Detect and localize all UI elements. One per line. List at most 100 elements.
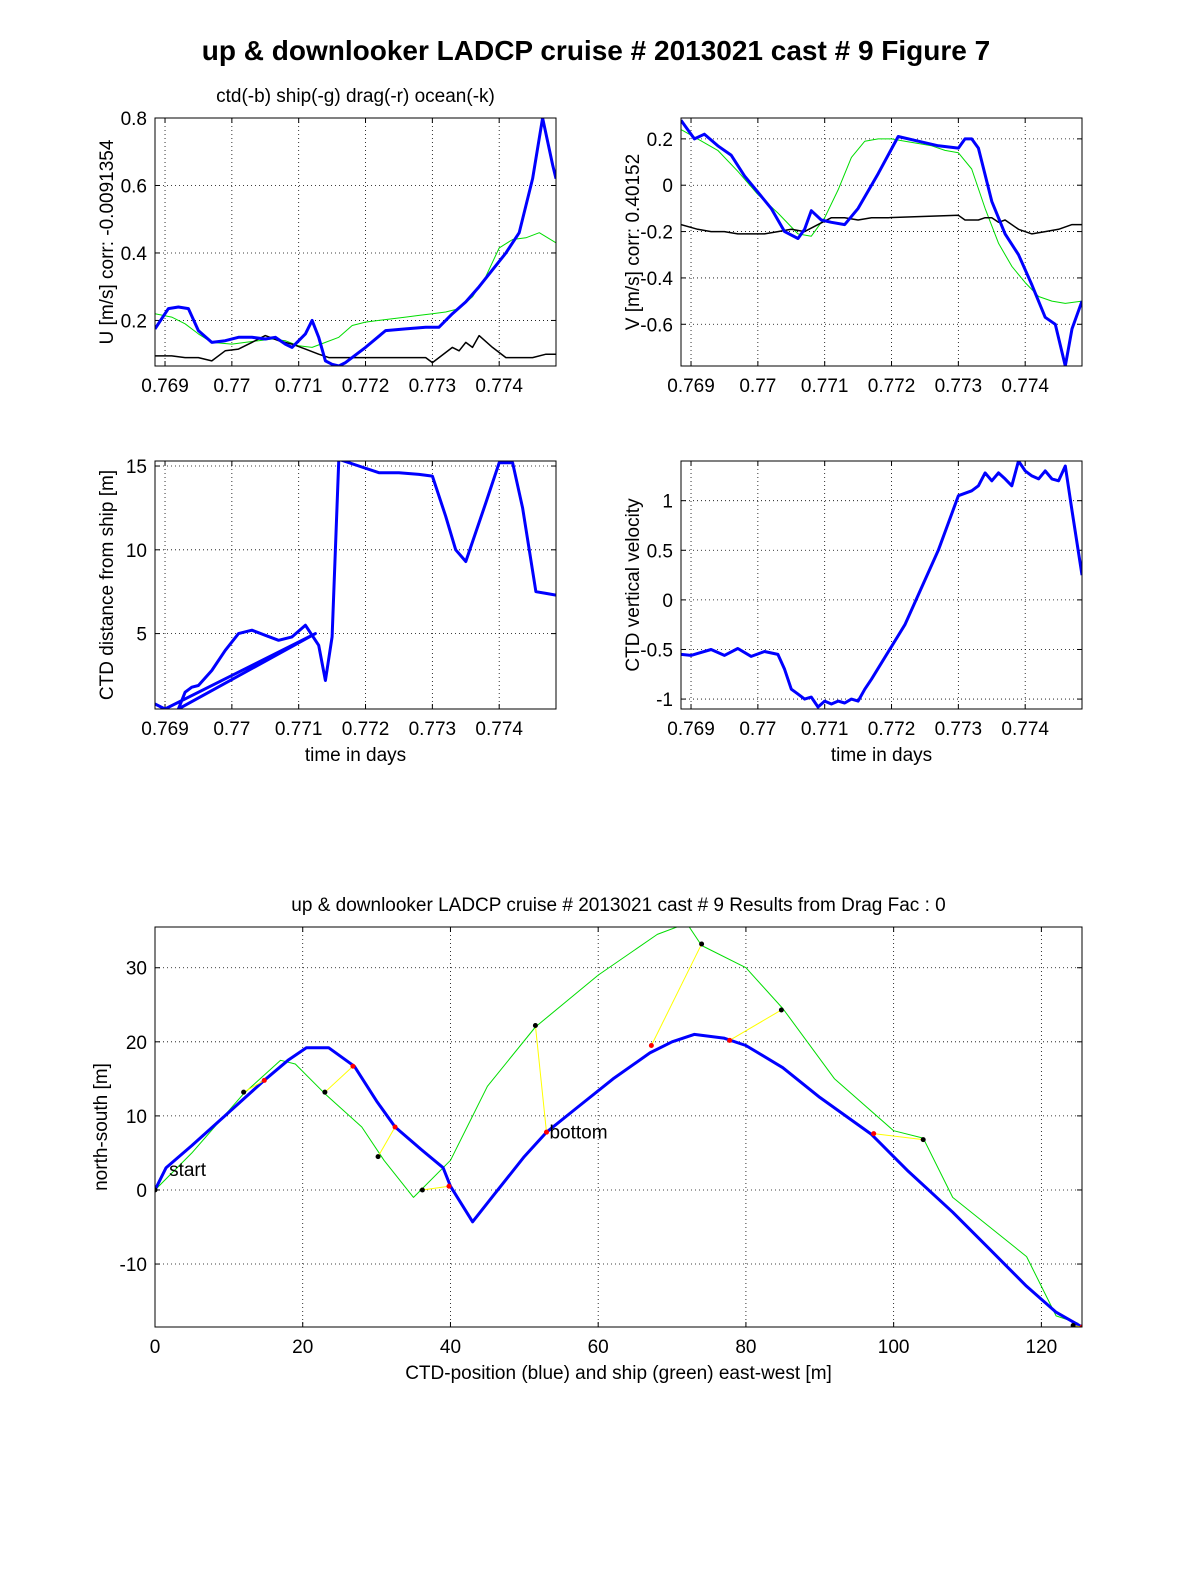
x-tick-label: 0.769 xyxy=(141,719,189,740)
y-axis-label: north-south [m] xyxy=(91,1063,112,1191)
chart-u: 0.769 0.77 0.771 0.772 0.773 0.774 0.2 0.4 0.6 0.… xyxy=(97,86,557,397)
x-axis-label: time in days xyxy=(305,745,406,766)
x-tick-label: 0.774 xyxy=(1001,719,1049,740)
link-line xyxy=(729,1009,782,1041)
ctd-point xyxy=(446,1183,452,1189)
x-tick-label: 0.77 xyxy=(213,376,250,397)
ship-point xyxy=(699,941,705,947)
link-line xyxy=(243,1079,265,1093)
annotation-bottom: bottom xyxy=(549,1122,607,1143)
ctd-point xyxy=(871,1131,877,1137)
x-axis-label: time in days xyxy=(831,745,932,766)
series-line-ocean xyxy=(155,334,556,364)
x-tick-label: 0.769 xyxy=(141,376,189,397)
ctd-point xyxy=(350,1063,356,1069)
ship-point xyxy=(1070,1323,1076,1327)
y-tick-label: 1 xyxy=(662,492,673,513)
y-tick-label: 0.8 xyxy=(121,109,147,130)
plot-layer xyxy=(155,118,556,366)
ctd-point xyxy=(727,1037,733,1043)
chart-v: 0.769 0.77 0.771 0.772 0.773 0.774 -0.6 -0.4 -0.… xyxy=(623,117,1083,397)
x-tick-label: 0.773 xyxy=(409,376,457,397)
y-tick-label: 10 xyxy=(126,541,147,562)
x-tick-label: 80 xyxy=(735,1337,756,1358)
series-line-ctd xyxy=(155,1032,1082,1327)
x-tick-label: 0.769 xyxy=(667,719,715,740)
x-tick-label: 120 xyxy=(1026,1337,1058,1358)
axes-frame xyxy=(680,117,1083,367)
link-line xyxy=(873,1133,924,1141)
axes-frame xyxy=(154,117,557,367)
ctd-point xyxy=(261,1077,267,1083)
plot-layer xyxy=(681,119,1082,366)
chart-title: ctd(-b) ship(-g) drag(-r) ocean(-k) xyxy=(216,86,495,107)
series-line-ctd xyxy=(155,118,556,366)
y-tick-label: 0.5 xyxy=(647,541,673,562)
y-tick-label: 0.6 xyxy=(121,176,147,197)
y-tick-label: 0 xyxy=(662,591,673,612)
y-tick-label: 5 xyxy=(136,625,147,646)
y-tick-label: 30 xyxy=(126,959,147,980)
plot-area: 0.769 0.77 0.771 0.772 0.773 0.7740.20.40.60.… xyxy=(91,86,1083,1384)
plot-layer xyxy=(155,927,1082,1327)
x-tick-label: 0.771 xyxy=(275,376,323,397)
ctd-point xyxy=(392,1124,398,1130)
axes-frame xyxy=(680,460,1083,710)
x-tick-label: 40 xyxy=(440,1337,461,1358)
ship-point xyxy=(532,1023,538,1029)
y-axis-label: V [m/s] corr: 0.40152 xyxy=(623,154,644,330)
ship-point xyxy=(920,1137,926,1143)
x-tick-label: 60 xyxy=(588,1337,609,1358)
x-tick-label: 20 xyxy=(292,1337,313,1358)
ship-point xyxy=(375,1154,381,1160)
chart-dist: 0.769 0.77 0.771 0.772 0.773 0.774 5 10 15 time i… xyxy=(97,457,557,766)
y-tick-label: -0.2 xyxy=(640,223,673,244)
x-tick-label: 0 xyxy=(150,1337,161,1358)
ship-point xyxy=(241,1089,247,1095)
chart-track: 0 20 40 60 80 100 120 -10 0 10 20 30 start bottom up &… xyxy=(91,895,1083,1384)
x-tick-label: 0.773 xyxy=(935,376,983,397)
x-tick-label: 0.771 xyxy=(801,719,849,740)
y-tick-label: 0.2 xyxy=(647,130,673,151)
ctd-point xyxy=(1079,1324,1082,1327)
y-tick-label: 15 xyxy=(126,457,147,478)
y-tick-label: 0 xyxy=(662,176,673,197)
axes-frame xyxy=(154,460,557,710)
axes-frame xyxy=(154,926,1083,1328)
x-tick-label: 0.774 xyxy=(1001,376,1049,397)
y-tick-label: 0.4 xyxy=(121,244,148,265)
y-axis-label: CTD vertical velocity xyxy=(623,498,644,672)
x-tick-label: 0.77 xyxy=(213,719,250,740)
x-tick-label: 0.769 xyxy=(667,376,715,397)
series-line-ctd xyxy=(681,119,1082,366)
x-tick-label: 0.772 xyxy=(868,719,916,740)
x-tick-label: 0.773 xyxy=(935,719,983,740)
y-tick-label: 10 xyxy=(126,1107,147,1128)
link-line xyxy=(534,1025,547,1133)
ctd-point xyxy=(543,1129,549,1135)
y-tick-label: 0.2 xyxy=(121,311,147,332)
y-tick-label: -0.4 xyxy=(640,269,673,290)
plot-layer xyxy=(681,461,1082,709)
ship-point xyxy=(322,1089,328,1095)
y-axis-label: U [m/s] corr: -0.0091354 xyxy=(97,139,118,344)
series-line-ctd xyxy=(681,461,1082,709)
x-tick-label: 0.772 xyxy=(342,376,390,397)
origin-point xyxy=(155,1187,158,1193)
y-axis-label: CTD distance from ship [m] xyxy=(97,470,118,700)
x-tick-label: 100 xyxy=(878,1337,910,1358)
ctd-point xyxy=(648,1043,654,1049)
x-tick-label: 0.772 xyxy=(342,719,390,740)
annotation-start: start xyxy=(169,1160,207,1181)
link-line xyxy=(650,943,703,1046)
chart-w: 0.769 0.77 0.771 0.772 0.773 0.774 -1 -0.5 0 0.5 1… xyxy=(623,460,1083,766)
y-tick-label: 0 xyxy=(136,1181,147,1202)
x-tick-label: 0.774 xyxy=(475,376,523,397)
series-line-ship xyxy=(155,232,556,348)
link-line xyxy=(377,1126,396,1157)
figure-title: up & downlooker LADCP cruise # 2013021 c… xyxy=(202,35,990,66)
y-tick-label: -1 xyxy=(656,690,673,711)
x-tick-label: 0.771 xyxy=(801,376,849,397)
ship-point xyxy=(419,1187,425,1193)
